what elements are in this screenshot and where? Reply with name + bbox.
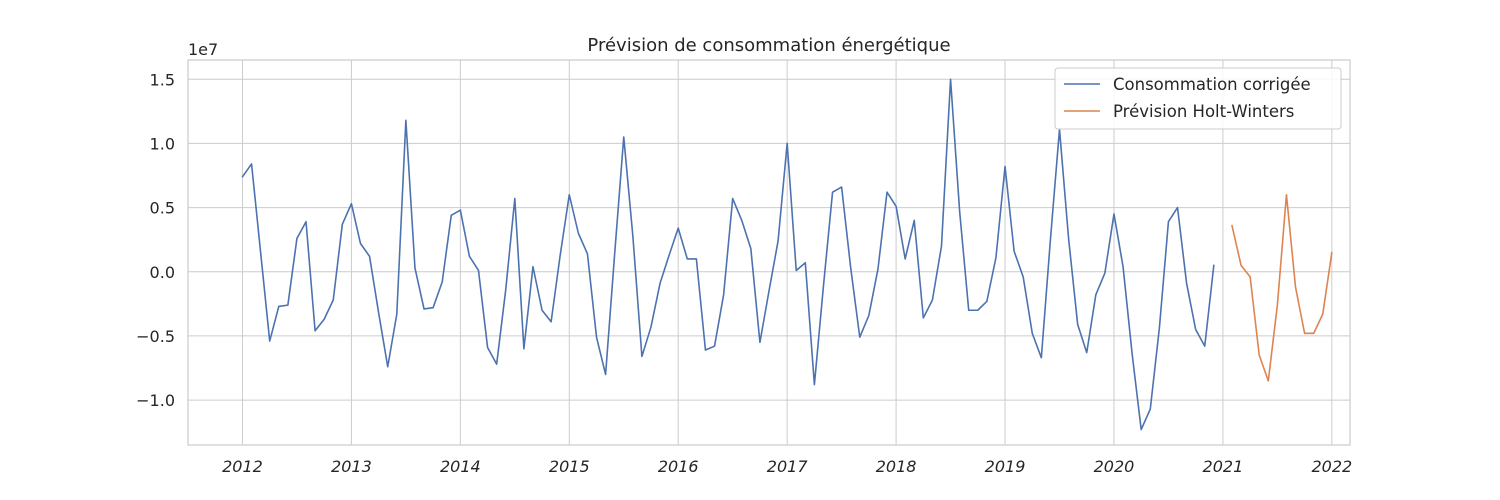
x-tick-label: 2016 (658, 457, 699, 476)
x-tick-label: 2017 (767, 457, 809, 476)
series-line-0 (241, 78, 1215, 431)
x-tick-label: 2014 (440, 457, 481, 476)
legend: Consommation corrigée Prévision Holt-Win… (1054, 67, 1342, 130)
x-tick-label: 2019 (985, 457, 1026, 476)
y-tick-label: 1.5 (150, 70, 175, 89)
chart-title: Prévision de consommation énergétique (587, 35, 950, 56)
y-tick-label: 0.0 (150, 263, 175, 282)
y-tick-label: 1.0 (150, 134, 175, 153)
x-tick-label: 2012 (222, 457, 263, 476)
legend-label-consommation: Consommation corrigée (1113, 75, 1311, 94)
x-tick-label: 2018 (876, 457, 917, 476)
x-tick-label: 2015 (549, 457, 590, 476)
series-layer (241, 78, 1333, 431)
x-tick-label: 2013 (331, 457, 372, 476)
y-offset-label: 1e7 (188, 40, 218, 59)
plot-frame (187, 59, 1351, 446)
x-tick-label: 2022 (1311, 457, 1352, 476)
y-tick-label: −1.0 (136, 391, 175, 410)
series-line-1 (1231, 193, 1333, 382)
y-tick-label: −0.5 (136, 327, 175, 346)
legend-box (1054, 67, 1342, 130)
x-tick-label: 2020 (1094, 457, 1135, 476)
y-tick-label: 0.5 (150, 199, 175, 218)
y-axis-ticks: −1.0 −0.5 0.0 0.5 1.0 1.5 (136, 70, 175, 410)
legend-label-prevision: Prévision Holt-Winters (1113, 102, 1294, 121)
x-tick-label: 2021 (1203, 457, 1244, 476)
x-axis-ticks: 2012 2013 2014 2015 2016 2017 2018 2019 2020 2021… (222, 457, 1352, 476)
